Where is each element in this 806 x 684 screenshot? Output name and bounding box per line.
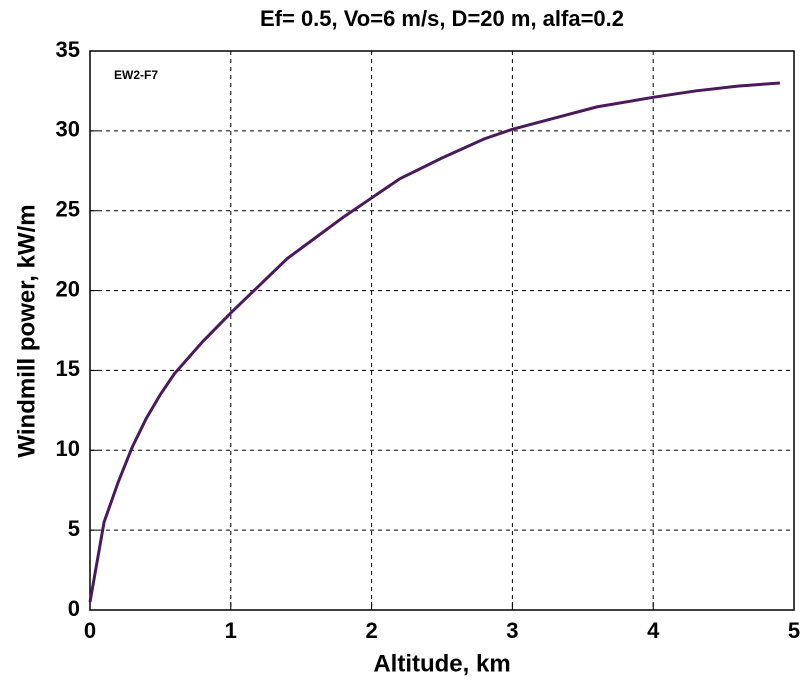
x-tick-label: 2 <box>365 618 377 643</box>
x-tick-label: 1 <box>225 618 237 643</box>
x-tick-label: 5 <box>788 618 800 643</box>
y-tick-label: 30 <box>56 117 80 142</box>
x-tick-label: 3 <box>506 618 518 643</box>
y-axis-label: Windmill power, kW/m <box>13 204 40 457</box>
y-tick-label: 25 <box>56 197 80 222</box>
chart-title: Ef= 0.5, Vo=6 m/s, D=20 m, alfa=0.2 <box>260 6 624 31</box>
x-tick-label: 4 <box>647 618 660 643</box>
plot-frame <box>89 50 795 611</box>
y-tick-label: 35 <box>56 37 80 62</box>
annotation: EW2-F7 <box>114 68 158 82</box>
x-axis-label: Altitude, km <box>373 650 510 677</box>
y-tick-label: 15 <box>56 356 80 381</box>
y-tick-label: 0 <box>68 596 80 621</box>
data-line <box>88 81 781 603</box>
y-tick-label: 10 <box>56 436 80 461</box>
y-tick-label: 5 <box>68 516 80 541</box>
x-tick-label: 0 <box>84 618 96 643</box>
y-tick-label: 20 <box>56 276 80 301</box>
